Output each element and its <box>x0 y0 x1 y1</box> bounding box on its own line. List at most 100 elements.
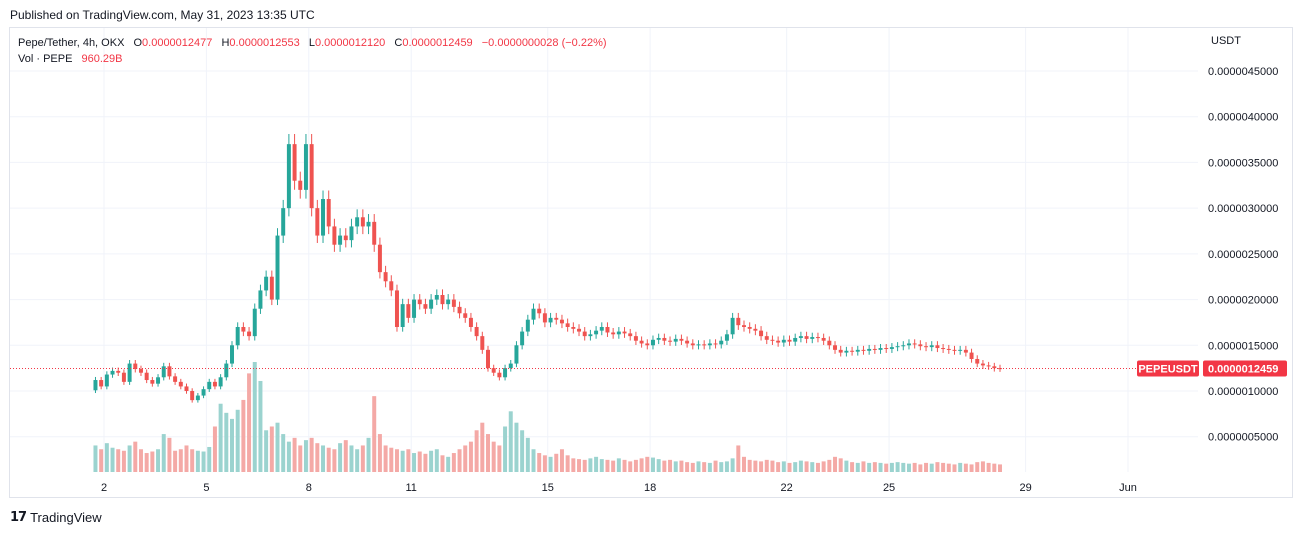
candle-body <box>468 317 473 327</box>
candle-body <box>810 337 815 339</box>
volume-bar <box>815 462 820 472</box>
volume-bar <box>497 445 502 472</box>
candle-body <box>844 350 849 353</box>
volume-bar <box>747 459 752 472</box>
candle-body <box>815 337 820 339</box>
volume-bar <box>144 453 149 472</box>
volume-bar <box>537 453 542 472</box>
volume-bar <box>838 458 843 472</box>
volume-bar <box>850 462 855 472</box>
volume-bar <box>292 437 297 472</box>
volume-bar <box>565 455 570 472</box>
volume-bar <box>309 437 314 472</box>
candle-body <box>673 338 678 342</box>
volume-bar <box>542 455 547 472</box>
volume-bar <box>514 422 519 472</box>
volume-bar <box>218 403 223 472</box>
volume-bar <box>912 462 917 472</box>
volume-bar <box>372 396 377 472</box>
x-tick-label: 15 <box>542 482 554 494</box>
candle-body <box>451 299 456 307</box>
candle-body <box>759 330 764 337</box>
volume-bar <box>508 411 513 472</box>
volume-bar <box>622 459 627 472</box>
volume-bar <box>770 460 775 472</box>
candle-body <box>241 327 246 332</box>
volume-bar <box>941 462 946 472</box>
candle-body <box>872 348 877 350</box>
candle-body <box>554 317 559 320</box>
candle-body <box>628 333 633 337</box>
volume-bar <box>286 441 291 472</box>
volume-bar <box>235 409 240 472</box>
volume-bar <box>349 445 354 472</box>
volume-bar <box>878 462 883 472</box>
candle-body <box>292 144 297 181</box>
candle-body <box>747 327 752 329</box>
volume-bar <box>787 462 792 472</box>
candle-body <box>201 389 206 396</box>
volume-bar <box>571 458 576 472</box>
candle-body <box>121 372 126 382</box>
candle-body <box>269 276 274 300</box>
tradingview-logo[interactable]: 17 TradingView <box>10 510 102 525</box>
candle-body <box>343 235 348 241</box>
candle-body <box>207 381 212 390</box>
volume-bar <box>156 449 161 472</box>
candle-body <box>696 344 701 346</box>
volume-bar <box>394 449 399 472</box>
volume-bar <box>668 459 673 472</box>
candle-body <box>167 366 172 377</box>
candle-body <box>497 372 502 378</box>
candle-body <box>372 221 377 245</box>
candle-body <box>713 343 718 345</box>
y-tick-label: 0.0000045000 <box>1208 66 1278 78</box>
chart-frame[interactable] <box>9 27 1293 498</box>
last-price-tag-label: 0.0000012459 <box>1208 364 1278 376</box>
legend-o-value: 0.0000012477 <box>142 37 213 49</box>
candle-body <box>224 363 229 378</box>
candle-body <box>235 327 240 346</box>
volume-bar <box>377 434 382 472</box>
volume-bar <box>116 449 121 472</box>
volume-bar <box>440 455 445 472</box>
volume-bar <box>616 458 621 472</box>
volume-bar <box>389 447 394 472</box>
volume-bar <box>93 445 98 472</box>
volume-bar <box>138 449 143 472</box>
candle-body <box>355 217 360 227</box>
volume-bar <box>855 462 860 472</box>
volume-bar <box>759 461 764 472</box>
volume-bar <box>417 451 422 472</box>
x-tick-label: 8 <box>306 482 312 494</box>
volume-bar <box>764 459 769 472</box>
candle-body <box>400 304 405 327</box>
candle-body <box>417 299 422 305</box>
volume-bar <box>963 463 968 472</box>
candle-body <box>133 363 138 370</box>
candle-body <box>719 340 724 345</box>
candle-body <box>161 366 166 378</box>
candle-body <box>884 348 889 350</box>
candle-body <box>116 370 121 373</box>
volume-bar <box>719 462 724 472</box>
candle-body <box>753 328 758 331</box>
volume-bar <box>889 462 894 472</box>
candle-body <box>918 344 923 347</box>
volume-bar <box>895 462 900 472</box>
candle-body <box>184 386 189 391</box>
candle-body <box>924 346 929 348</box>
legend-c-value: 0.0000012459 <box>402 37 473 49</box>
candle-body <box>434 295 439 300</box>
volume-bar <box>639 458 644 472</box>
candle-body <box>531 308 536 320</box>
candle-body <box>286 144 291 209</box>
x-tick-label: 11 <box>405 482 416 494</box>
candle-body <box>303 144 308 190</box>
candle-body <box>110 370 115 375</box>
volume-bar <box>258 380 263 472</box>
candle-body <box>605 327 610 333</box>
candle-body <box>770 339 775 341</box>
x-tick-label: 29 <box>1019 482 1031 494</box>
